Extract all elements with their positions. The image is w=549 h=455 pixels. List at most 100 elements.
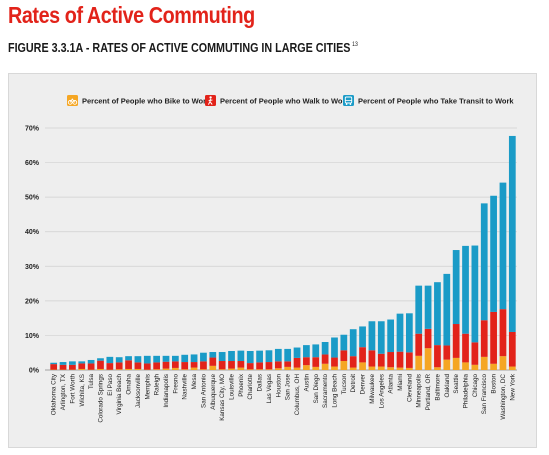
- bar-segment-bike: [377, 366, 385, 370]
- bar-segment-transit: [218, 352, 226, 362]
- bar-segment-bike: [331, 366, 338, 370]
- x-tick-label: Jacksonville: [135, 374, 142, 408]
- bar-segment-walk: [87, 363, 95, 370]
- bar-segment-walk: [387, 352, 395, 368]
- x-tick-label: Milwaukee: [369, 374, 376, 404]
- bike-icon: [67, 95, 78, 106]
- bar-segment-bike: [134, 368, 142, 370]
- bar-segment-walk: [312, 357, 320, 367]
- bar-segment-transit: [125, 356, 132, 361]
- bar-segment-walk: [462, 333, 469, 363]
- x-tick-label: Boston: [491, 374, 498, 394]
- x-tick-label: Oakland: [444, 374, 451, 398]
- bar-segment-walk: [424, 328, 432, 349]
- bar-segment-transit: [377, 321, 385, 354]
- bar-segment-transit: [162, 355, 170, 362]
- bar-segment-transit: [331, 337, 338, 358]
- bar-segment-transit: [246, 350, 254, 364]
- bar-segment-transit: [69, 361, 76, 365]
- bar-segment-bike: [312, 366, 320, 370]
- bar-segment-bike: [284, 366, 292, 370]
- bar-segment-bike: [303, 365, 310, 370]
- x-tick-label: San Diego: [313, 374, 320, 404]
- bar-segment-bike: [490, 363, 497, 370]
- bar-segment-bike: [443, 359, 451, 370]
- bar-segment-transit: [452, 250, 460, 325]
- bar-segment-bike: [471, 364, 479, 370]
- bar-segment-transit: [424, 285, 432, 329]
- y-tick-label: 60%: [25, 160, 40, 167]
- x-tick-label: Omaha: [126, 374, 133, 395]
- bar-segment-transit: [443, 273, 451, 346]
- y-tick-label: 40%: [25, 229, 40, 236]
- bar-segment-walk: [134, 362, 142, 369]
- bar-segment-transit: [321, 342, 329, 355]
- x-tick-label: Wichita, KS: [79, 374, 86, 407]
- bar-segment-walk: [228, 361, 235, 369]
- bar-segment-walk: [181, 362, 189, 370]
- bar-segment-transit: [50, 362, 58, 365]
- bar-segment-walk: [246, 363, 254, 370]
- x-tick-label: San Antonio: [200, 374, 207, 408]
- x-tick-label: Tucson: [341, 374, 348, 395]
- bar-segment-bike: [405, 367, 413, 370]
- bar-segment-bike: [200, 369, 207, 370]
- bar-segment-walk: [153, 362, 161, 370]
- x-tick-label: Atlanta: [388, 374, 395, 394]
- bar-segment-transit: [237, 350, 245, 362]
- x-tick-label: Raleigh: [154, 374, 161, 396]
- bar-segment-transit: [274, 348, 282, 362]
- bar-segment-bike: [415, 355, 423, 370]
- x-tick-label: Albuquerque: [210, 374, 217, 410]
- bar-segment-transit: [78, 361, 86, 364]
- bar-segment-transit: [97, 358, 104, 361]
- bar-segment-bike: [237, 367, 245, 370]
- bar-segment-transit: [462, 245, 469, 334]
- x-tick-label: Seattle: [453, 374, 460, 394]
- bar-segment-bike: [171, 367, 179, 370]
- bar-segment-bike: [462, 362, 469, 370]
- bar-segment-transit: [284, 348, 292, 362]
- bar-segment-transit: [349, 329, 357, 357]
- bar-segment-walk: [480, 320, 488, 357]
- x-tick-label: New York: [509, 373, 516, 400]
- bar-segment-transit: [171, 355, 179, 362]
- bar-segment-walk: [405, 352, 413, 368]
- bar-segment-bike: [508, 366, 516, 370]
- bar-segment-walk: [340, 350, 348, 362]
- bar-segment-bike: [274, 368, 282, 370]
- bar-segment-walk: [490, 311, 497, 364]
- bar-segment-transit: [134, 356, 142, 363]
- bar-segment-walk: [434, 345, 441, 368]
- bar-segment-transit: [405, 313, 413, 353]
- bar-segment-transit: [396, 313, 404, 352]
- bar-segment-walk: [190, 362, 198, 368]
- bar-segment-bike: [424, 348, 432, 370]
- bar-segment-transit: [115, 357, 123, 363]
- footnote-ref: 13: [352, 42, 358, 48]
- bar-segment-walk: [349, 356, 357, 368]
- bar-segment-transit: [106, 356, 114, 364]
- bar-segment-walk: [200, 361, 207, 370]
- bar-segment-transit: [471, 245, 479, 343]
- bar-segment-walk: [125, 360, 132, 369]
- bar-segment-walk: [377, 353, 385, 367]
- bar-segment-transit: [368, 321, 376, 351]
- bar-segment-transit: [200, 352, 207, 362]
- bar-segment-bike: [368, 366, 376, 370]
- x-tick-label: Washington, DC: [500, 374, 507, 420]
- bar-segment-bike: [434, 367, 441, 370]
- y-tick-label: 50%: [25, 195, 40, 202]
- bars: [50, 135, 516, 370]
- bar-segment-walk: [256, 362, 263, 370]
- x-tick-label: Las Vegas: [266, 374, 273, 403]
- bar-segment-bike: [499, 356, 507, 370]
- bar-segment-bike: [218, 369, 226, 370]
- bar-segment-bike: [359, 362, 366, 370]
- legend-item-transit: Percent of People who Take Transit to Wo…: [343, 95, 514, 106]
- bar-segment-transit: [508, 135, 516, 332]
- bar-segment-walk: [415, 333, 423, 356]
- bar-segment-walk: [162, 361, 170, 369]
- bar-segment-transit: [303, 345, 310, 358]
- x-tick-label: Columbus, OH: [294, 374, 301, 416]
